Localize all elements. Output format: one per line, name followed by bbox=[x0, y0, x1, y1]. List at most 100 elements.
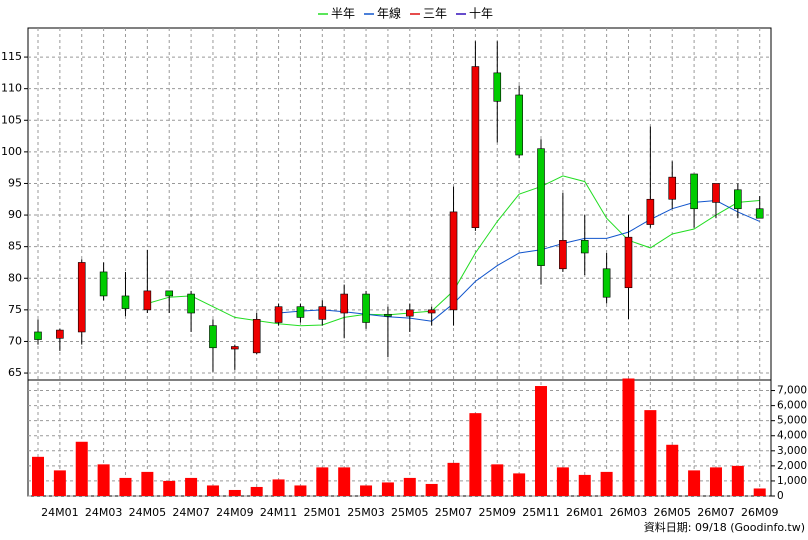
x-tick-label: 25M01 bbox=[304, 506, 342, 519]
volume-bar bbox=[163, 480, 176, 496]
ma-line bbox=[278, 199, 760, 322]
volume-bar bbox=[141, 471, 154, 496]
legend-label: 年線 bbox=[377, 6, 401, 21]
legend-label: 十年 bbox=[469, 7, 493, 21]
candle-body bbox=[121, 295, 130, 309]
plot-frame bbox=[27, 27, 772, 497]
y-tick-label: 70 bbox=[8, 334, 22, 347]
candle-body bbox=[559, 240, 567, 270]
y-tick-label: 85 bbox=[8, 240, 22, 253]
candle-body bbox=[340, 293, 348, 314]
candle-body bbox=[624, 236, 633, 289]
candle-body bbox=[296, 306, 305, 318]
candle-body bbox=[274, 306, 283, 323]
candle-body bbox=[56, 329, 64, 339]
candle-body bbox=[537, 148, 545, 266]
volume-bar bbox=[622, 378, 635, 496]
y-tick-label: 100 bbox=[1, 145, 22, 158]
x-tick-label: 25M11 bbox=[522, 506, 560, 519]
candle-body bbox=[515, 94, 523, 156]
volume-bar bbox=[469, 413, 482, 496]
candle-body bbox=[34, 331, 42, 340]
volume-bar bbox=[709, 467, 722, 496]
x-tick-label: 24M11 bbox=[260, 506, 298, 519]
x-tick-label: 26M09 bbox=[741, 506, 779, 519]
volume-bar bbox=[185, 477, 198, 496]
volume-bar bbox=[119, 477, 132, 496]
x-tick-label: 25M03 bbox=[347, 506, 385, 519]
y-tick-label: 90 bbox=[8, 208, 22, 221]
x-tick-label: 25M05 bbox=[391, 506, 429, 519]
y-tick-label: 80 bbox=[8, 271, 22, 284]
y-tick-label: 105 bbox=[1, 113, 22, 126]
legend-label: 半年 bbox=[331, 7, 355, 21]
x-tick-label: 24M09 bbox=[216, 506, 254, 519]
candle-body bbox=[99, 271, 108, 297]
volume-bar bbox=[294, 485, 307, 496]
volume-bar bbox=[731, 465, 744, 496]
candle-body bbox=[165, 290, 174, 297]
y-tick-label: 115 bbox=[1, 50, 22, 63]
volume-bar bbox=[228, 489, 241, 496]
volume-bar bbox=[688, 470, 701, 496]
candle-body bbox=[755, 208, 764, 219]
candle-body bbox=[77, 262, 86, 333]
volume-bar bbox=[644, 410, 657, 496]
y2-tick-label: 1,000 bbox=[777, 475, 807, 487]
candle-body bbox=[209, 325, 217, 349]
candle-body bbox=[384, 313, 392, 317]
volume-bar bbox=[447, 462, 460, 496]
y-tick-label: 95 bbox=[8, 176, 22, 189]
volume-bar bbox=[250, 486, 263, 496]
y2-tick-label: 3,000 bbox=[777, 445, 807, 457]
volume-bar bbox=[578, 474, 591, 496]
volume-bar bbox=[491, 464, 504, 496]
candle-body bbox=[646, 198, 655, 225]
x-tick-label: 25M07 bbox=[435, 506, 473, 519]
x-tick-label: 24M05 bbox=[129, 506, 167, 519]
volume-bar bbox=[206, 485, 219, 496]
candle-body bbox=[405, 309, 414, 317]
y2-tick-label: 6,000 bbox=[777, 400, 807, 412]
volume-bar bbox=[535, 386, 548, 496]
volume-bar bbox=[600, 471, 613, 496]
volume-bar bbox=[556, 467, 569, 496]
volume-bar bbox=[360, 485, 373, 496]
y-tick-label: 110 bbox=[1, 82, 22, 95]
candle-body bbox=[690, 173, 698, 210]
candle-body bbox=[427, 309, 436, 314]
volume-bar bbox=[32, 456, 44, 496]
candle-body bbox=[449, 211, 458, 311]
x-tick-label: 24M01 bbox=[41, 506, 79, 519]
volume-bar bbox=[75, 441, 88, 496]
candle-body bbox=[580, 240, 589, 254]
candle-body bbox=[231, 346, 239, 350]
volume-bar bbox=[316, 467, 329, 496]
x-tick-label: 26M05 bbox=[653, 506, 691, 519]
volume-bar bbox=[381, 482, 394, 496]
x-tick-label: 25M09 bbox=[479, 506, 517, 519]
candle-body bbox=[318, 306, 327, 320]
y2-tick-label: 0 bbox=[777, 490, 784, 502]
source-note: 資料日期: 09/18 (Goodinfo.tw) bbox=[644, 520, 805, 534]
volume-bar bbox=[272, 479, 285, 496]
x-tick-label: 26M07 bbox=[697, 506, 735, 519]
x-tick-label: 26M01 bbox=[566, 506, 604, 519]
candle-body bbox=[362, 293, 370, 323]
candle-body bbox=[712, 183, 720, 203]
volume-bar bbox=[97, 464, 110, 496]
candle-body bbox=[471, 66, 480, 228]
candle-body bbox=[668, 176, 677, 200]
volume-bar bbox=[338, 467, 351, 496]
x-tick-label: 24M03 bbox=[85, 506, 123, 519]
volume-bar bbox=[53, 470, 66, 496]
volume-bar bbox=[403, 477, 416, 496]
x-tick-label: 26M03 bbox=[610, 506, 648, 519]
y2-tick-label: 5,000 bbox=[777, 415, 807, 427]
volume-bar bbox=[513, 473, 526, 496]
candle-body bbox=[734, 189, 742, 210]
volume-bar bbox=[425, 483, 438, 496]
candle-body bbox=[143, 290, 152, 311]
candle-body bbox=[602, 268, 611, 298]
